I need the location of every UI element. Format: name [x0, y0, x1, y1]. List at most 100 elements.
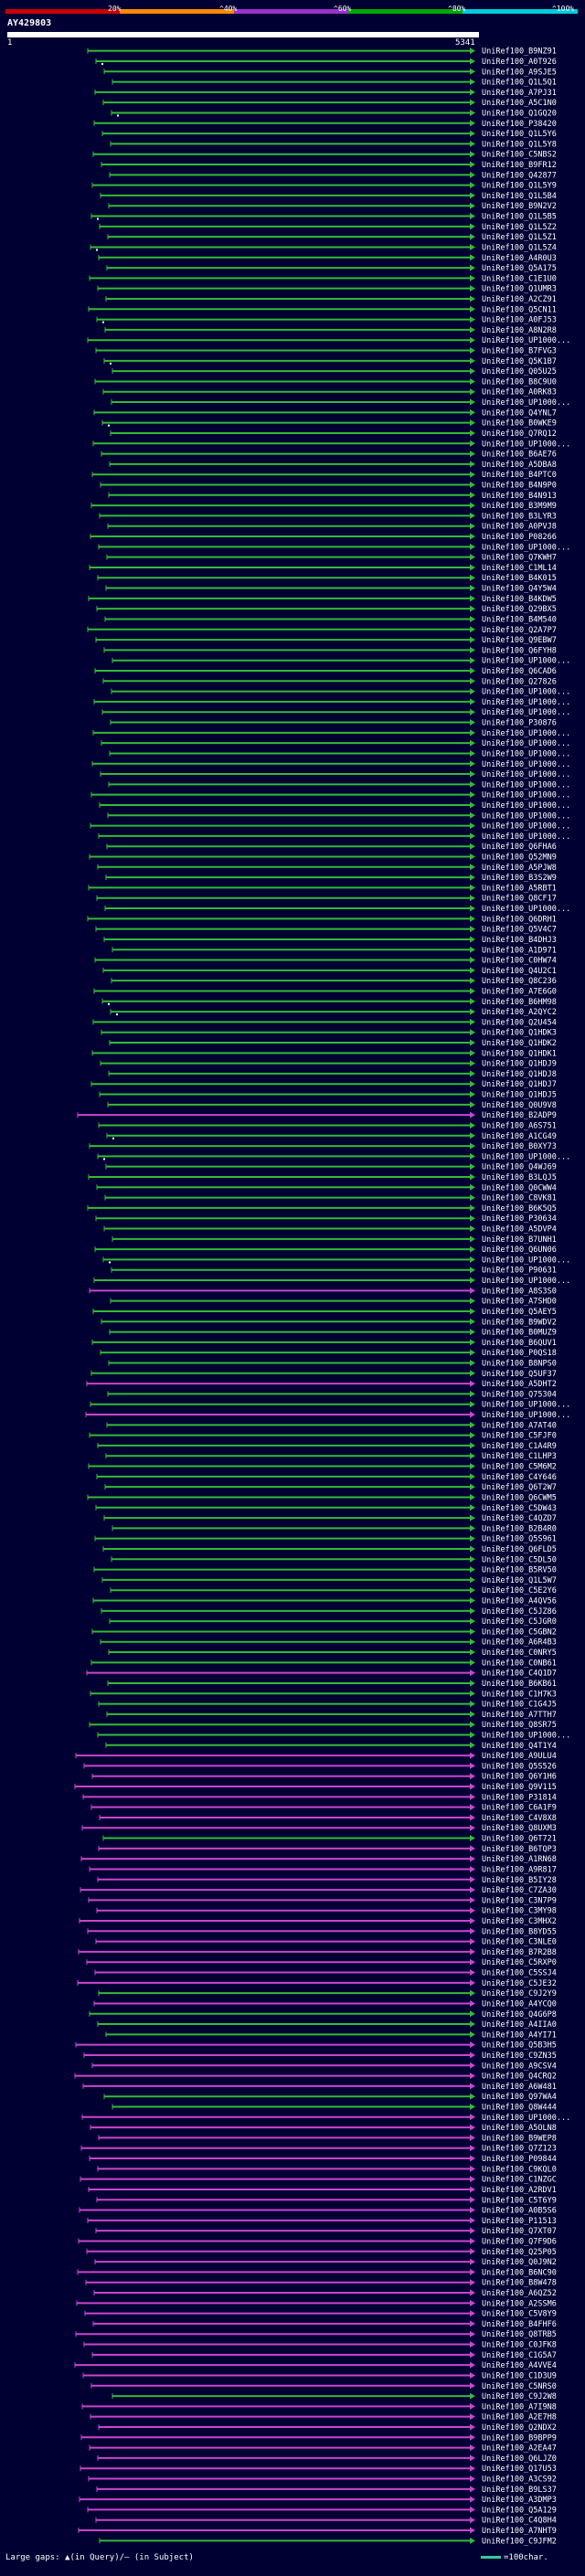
hit-label[interactable]: UniRef100_C5NRS0: [482, 2382, 557, 2391]
hit-label[interactable]: UniRef100_Q1GQ20: [482, 109, 557, 118]
hit-row[interactable]: UniRef100_A0FJ53: [96, 316, 557, 325]
hit-label[interactable]: UniRef100_A5OLN8: [482, 2124, 557, 2133]
hit-label[interactable]: UniRef100_B7FVG3: [482, 347, 557, 356]
hit-row[interactable]: UniRef100_A5C1N0: [102, 99, 557, 108]
hit-label[interactable]: UniRef100_P38420: [482, 120, 557, 129]
hit-row[interactable]: UniRef100_B4FHF6: [92, 2320, 557, 2329]
hit-label[interactable]: UniRef100_C9ZN35: [482, 2051, 557, 2061]
hit-label[interactable]: UniRef100_C1E1U0: [482, 274, 557, 283]
hit-label[interactable]: UniRef100_Q4WJ69: [482, 1163, 557, 1172]
hit-row[interactable]: UniRef100_Q1L5B4: [100, 192, 557, 201]
hit-row[interactable]: UniRef100_UP1000...: [92, 729, 570, 738]
hit-label[interactable]: UniRef100_B0WKE9: [482, 419, 557, 429]
hit-label[interactable]: UniRef100_A9CSV4: [482, 2062, 557, 2071]
hit-row[interactable]: UniRef100_A6S751: [98, 1121, 557, 1130]
hit-row[interactable]: UniRef100_Q9EBW7: [95, 636, 557, 645]
hit-label[interactable]: UniRef100_B3S2W9: [482, 874, 557, 883]
hit-row[interactable]: UniRef100_B6K5Q5: [87, 1204, 557, 1214]
hit-row[interactable]: UniRef100_Q6LJZ0: [97, 2454, 557, 2464]
hit-label[interactable]: UniRef100_A2EA47: [482, 2444, 557, 2454]
hit-label[interactable]: UniRef100_Q4CRQ2: [482, 2072, 557, 2082]
hit-row[interactable]: UniRef100_B4N913: [108, 492, 557, 501]
hit-row[interactable]: UniRef100_A6W481: [82, 2083, 557, 2092]
hit-label[interactable]: UniRef100_Q6FHA6: [482, 843, 557, 852]
hit-label[interactable]: UniRef100_Q6T721: [482, 1835, 557, 1844]
hit-label[interactable]: UniRef100_Q5S961: [482, 1535, 557, 1544]
hit-row[interactable]: UniRef100_P30876: [110, 719, 557, 728]
hit-row[interactable]: UniRef100_UP1000...: [107, 811, 570, 821]
hit-row[interactable]: UniRef100_C4Y646: [96, 1473, 557, 1482]
hit-row[interactable]: UniRef100_B9LS37: [96, 2486, 557, 2495]
hit-row[interactable]: UniRef100_B4N9P0: [100, 481, 557, 490]
hit-label[interactable]: UniRef100_P11513: [482, 2217, 557, 2226]
hit-label[interactable]: UniRef100_Q1HDJ5: [482, 1091, 557, 1100]
hit-label[interactable]: UniRef100_Q6FLD5: [482, 1545, 557, 1554]
hit-label[interactable]: UniRef100_A4IIA0: [482, 2020, 557, 2030]
hit-label[interactable]: UniRef100_C1A4R9: [482, 1442, 557, 1451]
hit-row[interactable]: UniRef100_A0B5S6: [79, 2207, 557, 2216]
hit-label[interactable]: UniRef100_A5DHT2: [482, 1380, 557, 1389]
hit-label[interactable]: UniRef100_C5DL50: [482, 1555, 557, 1564]
hit-label[interactable]: UniRef100_B6QUV1: [482, 1339, 557, 1348]
hit-row[interactable]: UniRef100_Q2NDX2: [98, 2423, 557, 2433]
hit-row[interactable]: UniRef100_Q1L5W7: [101, 1576, 557, 1585]
hit-row[interactable]: UniRef100_C1H7K3: [90, 1690, 557, 1699]
hit-row[interactable]: UniRef100_A4IIA0: [97, 2020, 557, 2030]
hit-row[interactable]: UniRef100_B3M9M9: [90, 502, 557, 511]
hit-row[interactable]: UniRef100_C6A1F9: [90, 1804, 557, 1813]
hit-label[interactable]: UniRef100_B2B4R0: [482, 1524, 557, 1533]
hit-label[interactable]: UniRef100_B4PTC0: [482, 471, 557, 480]
hit-label[interactable]: UniRef100_C5JE32: [482, 1979, 557, 1988]
hit-row[interactable]: UniRef100_A4YCQ0: [93, 1999, 557, 2009]
hit-label[interactable]: UniRef100_UP1000...: [482, 905, 570, 914]
hit-label[interactable]: UniRef100_B0MUZ9: [482, 1329, 557, 1338]
hit-label[interactable]: UniRef100_A0B5S6: [482, 2207, 557, 2216]
hit-label[interactable]: UniRef100_Q1L5Q1: [482, 79, 557, 88]
hit-row[interactable]: UniRef100_Q1UMR3: [97, 285, 557, 294]
hit-label[interactable]: UniRef100_B6K5Q5: [482, 1204, 557, 1214]
hit-label[interactable]: UniRef100_C3MHX2: [482, 1917, 557, 1926]
hit-row[interactable]: UniRef100_C9J2Y9: [98, 1989, 557, 1998]
hit-row[interactable]: UniRef100_B4PTC0: [91, 471, 557, 480]
hit-label[interactable]: UniRef100_UP1000...: [482, 543, 570, 552]
hit-label[interactable]: UniRef100_A5C1N0: [482, 99, 557, 108]
hit-row[interactable]: UniRef100_B6TQP3: [98, 1845, 557, 1854]
hit-row[interactable]: UniRef100_A7I9N8: [81, 2402, 557, 2412]
hit-row[interactable]: UniRef100_P31814: [82, 1793, 557, 1802]
hit-row[interactable]: UniRef100_C4QZD7: [103, 1514, 557, 1523]
hit-label[interactable]: UniRef100_Q1HDK1: [482, 1049, 557, 1058]
hit-label[interactable]: UniRef100_A5PJW8: [482, 864, 557, 873]
hit-row[interactable]: UniRef100_C3N7P9: [88, 1896, 557, 1905]
hit-row[interactable]: UniRef100_C9KQL0: [97, 2165, 557, 2174]
hit-row[interactable]: UniRef100_C7ZA30: [80, 1886, 557, 1895]
hit-label[interactable]: UniRef100_B3LQJ5: [482, 1173, 557, 1182]
hit-row[interactable]: UniRef100_Q7KWH7: [106, 554, 557, 563]
hit-label[interactable]: UniRef100_P30634: [482, 1214, 557, 1224]
hit-row[interactable]: UniRef100_A9SJE5: [103, 68, 557, 77]
hit-row[interactable]: UniRef100_C5V8Y9: [84, 2310, 557, 2319]
hit-row[interactable]: UniRef100_A2SSM6: [76, 2299, 557, 2308]
hit-row[interactable]: UniRef100_A5DHT2: [86, 1380, 557, 1389]
hit-label[interactable]: UniRef100_Q8CF17: [482, 895, 557, 904]
hit-label[interactable]: UniRef100_Q2NDX2: [482, 2423, 557, 2433]
hit-label[interactable]: UniRef100_A8N2R8: [482, 326, 557, 335]
hit-label[interactable]: UniRef100_C5SSJ4: [482, 1969, 557, 1978]
hit-label[interactable]: UniRef100_UP1000...: [482, 780, 570, 790]
hit-label[interactable]: UniRef100_A6W481: [482, 2083, 557, 2092]
hit-row[interactable]: UniRef100_B2ADP9: [77, 1111, 557, 1120]
hit-row[interactable]: UniRef100_A3CS92: [88, 2475, 557, 2485]
hit-row[interactable]: UniRef100_C3MY98: [96, 1907, 557, 1916]
hit-row[interactable]: UniRef100_A1D971: [112, 946, 557, 955]
hit-label[interactable]: UniRef100_Q4T1Y4: [482, 1742, 557, 1751]
hit-label[interactable]: UniRef100_UP1000...: [482, 1152, 570, 1161]
hit-label[interactable]: UniRef100_A4VVE4: [482, 2361, 557, 2370]
hit-label[interactable]: UniRef100_B9NZ91: [482, 48, 557, 57]
hit-row[interactable]: UniRef100_UP1000...: [102, 1256, 570, 1265]
hit-row[interactable]: UniRef100_B8C9U0: [94, 377, 557, 387]
hit-row[interactable]: UniRef100_Q6T721: [102, 1835, 557, 1844]
hit-row[interactable]: UniRef100_C1D3U9: [82, 2371, 557, 2380]
hit-row[interactable]: UniRef100_Q1GQ20: [111, 109, 557, 118]
hit-label[interactable]: UniRef100_C5E2Y6: [482, 1586, 557, 1595]
hit-label[interactable]: UniRef100_Q1L5Y8: [482, 140, 557, 149]
hit-label[interactable]: UniRef100_Q5CN11: [482, 305, 557, 314]
